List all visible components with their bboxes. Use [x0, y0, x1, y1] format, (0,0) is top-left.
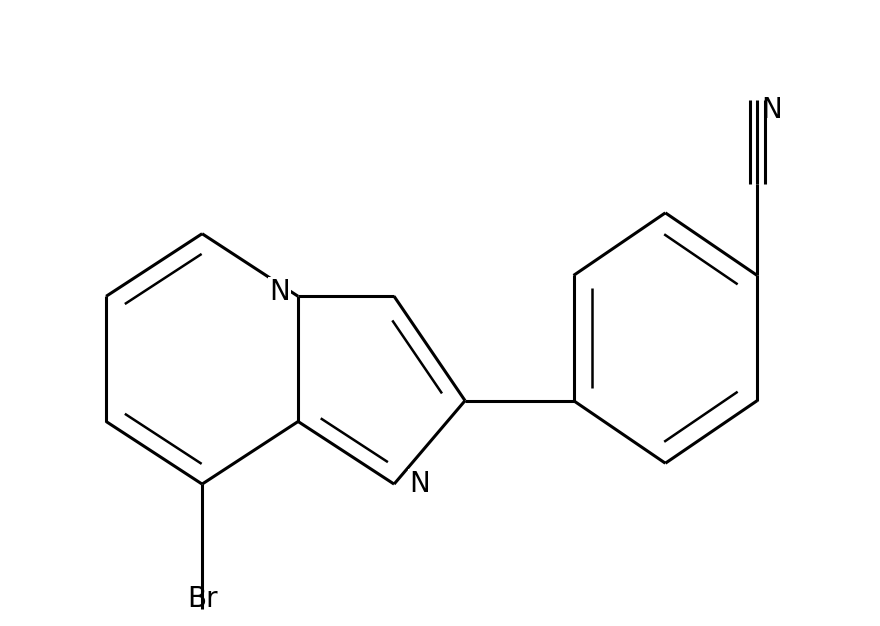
Text: N: N: [409, 470, 429, 498]
Text: Br: Br: [187, 585, 217, 613]
Text: N: N: [269, 278, 290, 306]
Text: N: N: [761, 96, 782, 124]
